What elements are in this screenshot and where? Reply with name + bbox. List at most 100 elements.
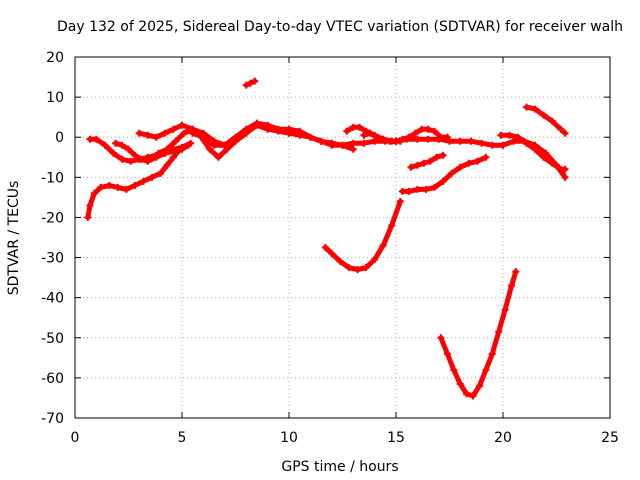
data-point <box>118 155 126 163</box>
data-point <box>371 256 379 264</box>
data-point <box>163 161 171 169</box>
data-point <box>540 111 548 119</box>
data-point <box>392 137 400 145</box>
data-point <box>328 139 336 147</box>
data-point <box>495 328 503 336</box>
data-point <box>242 81 250 89</box>
data-point <box>482 153 490 161</box>
data-point <box>189 129 197 137</box>
data-point <box>505 131 513 139</box>
data-point <box>420 159 428 167</box>
series-arc-6 <box>190 120 356 152</box>
series-arc-16 <box>438 269 519 399</box>
data-point <box>456 137 464 145</box>
data-point <box>125 145 132 153</box>
data-point <box>169 145 177 153</box>
data-point <box>169 125 177 133</box>
y-tick-label: 0 <box>55 130 64 146</box>
data-point <box>210 141 218 149</box>
data-point <box>499 141 507 149</box>
data-point <box>246 79 254 87</box>
data-point <box>214 153 222 161</box>
data-point <box>90 189 98 197</box>
data-point <box>398 187 406 195</box>
data-point <box>386 137 394 145</box>
data-point <box>251 77 259 85</box>
y-tick-label: 10 <box>46 90 64 106</box>
data-point <box>169 153 177 161</box>
data-point <box>465 159 473 167</box>
data-point <box>253 119 261 127</box>
data-point <box>488 141 496 149</box>
x-tick-label: 20 <box>494 430 512 446</box>
data-point <box>131 181 139 189</box>
data-point <box>360 131 368 139</box>
data-point <box>413 185 421 193</box>
data-point <box>349 145 357 153</box>
data-point <box>349 123 357 131</box>
data-point <box>439 177 447 185</box>
data-point <box>407 163 415 171</box>
data-point <box>180 129 188 137</box>
data-point <box>242 125 250 133</box>
data-point <box>139 177 147 185</box>
data-point <box>131 151 139 159</box>
data-point <box>475 382 483 390</box>
data-point <box>148 173 156 181</box>
data-point <box>463 390 471 398</box>
data-point <box>232 133 239 141</box>
data-point <box>446 137 453 145</box>
data-point <box>433 153 441 161</box>
data-point <box>514 133 522 141</box>
data-point <box>418 125 426 133</box>
data-point <box>118 141 126 149</box>
data-point <box>469 392 477 400</box>
data-point <box>112 139 120 147</box>
data-point <box>285 125 293 133</box>
data-point <box>388 221 396 229</box>
data-point <box>373 133 381 141</box>
data-point <box>508 282 516 290</box>
data-point <box>86 135 94 143</box>
data-point <box>172 137 180 145</box>
data-point <box>456 380 464 388</box>
data-point <box>92 135 100 143</box>
data-point <box>548 117 556 125</box>
data-point <box>343 127 351 135</box>
y-tick-label: -70 <box>41 411 64 427</box>
data-point <box>437 334 445 342</box>
data-point <box>561 129 569 137</box>
data-point <box>110 149 118 157</box>
data-point <box>548 159 556 167</box>
data-point <box>339 141 346 149</box>
data-point <box>512 268 520 276</box>
data-point <box>473 157 481 165</box>
data-point <box>405 187 413 195</box>
data-point <box>144 131 152 139</box>
data-point <box>501 306 509 314</box>
chart-title: Day 132 of 2025, Sidereal Day-to-day VTE… <box>57 19 623 35</box>
data-point <box>178 121 186 129</box>
data-point <box>264 121 272 129</box>
data-point <box>523 103 531 111</box>
data-point <box>127 157 135 165</box>
data-point <box>448 169 456 177</box>
data-point <box>306 133 314 141</box>
data-point <box>396 197 404 205</box>
series-arc-14 <box>322 198 403 273</box>
data-point <box>362 264 370 272</box>
data-point <box>413 161 421 169</box>
data-point <box>356 123 364 131</box>
data-point <box>431 127 439 135</box>
plot-frame <box>74 56 611 419</box>
data-point <box>199 133 207 141</box>
x-tick-label: 15 <box>387 430 405 446</box>
data-point <box>561 165 569 173</box>
data-point <box>296 127 304 135</box>
data-point <box>154 149 162 157</box>
y-tick-label: -60 <box>41 371 64 387</box>
data-point <box>317 137 325 145</box>
data-point <box>163 145 171 153</box>
data-point <box>413 135 421 143</box>
data-point <box>435 135 443 143</box>
